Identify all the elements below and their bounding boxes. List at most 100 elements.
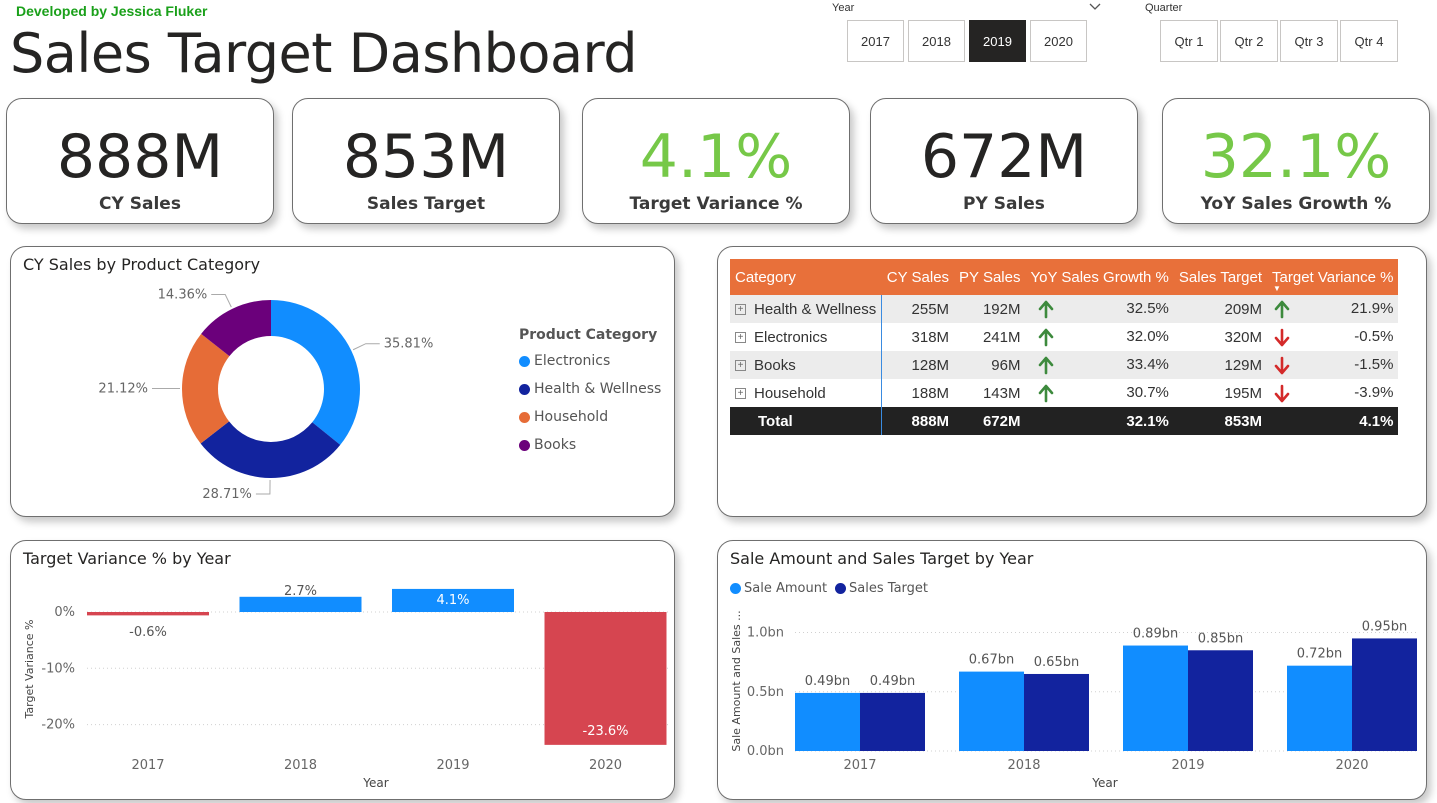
sales-target-legend: Sale Amount Sales Target	[730, 581, 928, 596]
legend-item-household[interactable]: Household	[519, 403, 661, 431]
kpi-label: Target Variance %	[629, 194, 803, 214]
kpi-card-yoy-growth: 32.1% YoY Sales Growth %	[1162, 98, 1430, 224]
bar-sale-amount-2017[interactable]	[795, 692, 860, 751]
donut-slice-books[interactable]	[201, 300, 271, 357]
table-row[interactable]: + Electronics 318M 241M 32.0% 320M -0.5%	[730, 323, 1398, 351]
category-label: Electronics	[754, 328, 828, 346]
expand-icon[interactable]: +	[735, 388, 746, 400]
category-label: Books	[754, 356, 796, 374]
year-2019-button[interactable]: 2019	[969, 20, 1026, 62]
sales-target-panel: Sale Amount and Sales Target by Year Sal…	[717, 540, 1427, 800]
table-row[interactable]: + Health & Wellness 255M 192M 32.5% 209M 21.9%	[730, 295, 1399, 323]
quarter-4-button[interactable]: Qtr 4	[1340, 20, 1398, 62]
leader-line	[255, 479, 271, 495]
legend-item-health-wellness[interactable]: Health & Wellness	[519, 375, 661, 403]
legend-label: Household	[534, 409, 609, 425]
yoy-value: 30.7%	[1126, 383, 1169, 401]
col-header-py-sales[interactable]: PY Sales	[954, 259, 1026, 295]
bar-sale-amount-2018[interactable]	[959, 671, 1024, 751]
bar-sales-target-2019[interactable]	[1188, 650, 1253, 751]
data-label: 0.65bn	[1034, 655, 1079, 670]
legend-item-electronics[interactable]: Electronics	[519, 347, 661, 375]
col-header-target-variance[interactable]: Target Variance % ▼	[1267, 259, 1399, 295]
year-2020-button[interactable]: 2020	[1030, 20, 1087, 62]
donut-slice-household[interactable]	[182, 333, 230, 444]
x-tick-label: 2018	[1007, 758, 1040, 773]
table-row[interactable]: + Books 128M 96M 33.4% 129M -1.5%	[730, 351, 1399, 379]
donut-slice-health-wellness[interactable]	[200, 421, 341, 478]
data-label: 14.36%	[158, 288, 208, 303]
legend-dot	[519, 383, 530, 395]
arrow-down-icon	[1274, 328, 1290, 347]
donut-slice-electronics[interactable]	[271, 300, 360, 445]
cell-category: + Health & Wellness	[730, 295, 883, 323]
bar-sale-amount-2019[interactable]	[1123, 645, 1188, 751]
bar-sales-target-2018[interactable]	[1024, 673, 1089, 751]
quarter-2-button[interactable]: Qtr 2	[1220, 20, 1278, 62]
data-label: -0.6%	[129, 625, 167, 640]
donut-chart: 35.81% 28.71% 21.12% 14.36%	[98, 288, 434, 502]
x-tick-label: 2017	[131, 758, 164, 773]
legend-item-sale-amount[interactable]: Sale Amount	[730, 581, 827, 596]
data-label: 0.89bn	[1133, 627, 1178, 642]
cell-py-sales: 192M	[954, 295, 1026, 323]
quarter-3-button[interactable]: Qtr 3	[1280, 20, 1338, 62]
cell-target-variance: -0.5%	[1267, 323, 1398, 351]
year-2017-button[interactable]: 2017	[847, 20, 904, 62]
kpi-label: PY Sales	[963, 194, 1045, 214]
cell-cy-sales: 188M	[911, 384, 950, 402]
arrow-down-icon	[1274, 384, 1290, 403]
cell-target-variance: 21.9%	[1267, 295, 1399, 323]
year-2018-button[interactable]: 2018	[908, 20, 965, 62]
col-header-yoy-growth[interactable]: YoY Sales Growth %	[1025, 259, 1174, 295]
col-header-sales-target[interactable]: Sales Target	[1173, 259, 1268, 295]
table-row[interactable]: + Household 188M 143M 30.7% 195M -3.9%	[730, 379, 1398, 407]
legend-label: Electronics	[534, 353, 611, 369]
cell-yoy-growth: 32.5%	[1025, 295, 1174, 323]
bar-2019[interactable]	[392, 588, 514, 612]
tv-value: 21.9%	[1350, 299, 1394, 317]
cell-target-variance: -1.5%	[1267, 351, 1399, 379]
expand-icon[interactable]: +	[735, 332, 746, 344]
x-axis-label: Year	[1091, 776, 1117, 790]
chevron-down-icon[interactable]	[1088, 0, 1102, 15]
data-label: 21.12%	[98, 381, 148, 396]
kpi-value: 672M	[920, 122, 1088, 192]
col-header-label: Target Variance %	[1272, 268, 1394, 286]
data-label: 0.85bn	[1198, 631, 1243, 646]
bar-2018[interactable]	[239, 596, 362, 612]
quarter-1-button[interactable]: Qtr 1	[1160, 20, 1218, 62]
bar-2020[interactable]	[544, 612, 667, 745]
bar-sales-target-2020[interactable]	[1352, 638, 1417, 751]
expand-icon[interactable]: +	[735, 304, 746, 316]
cell-category: + Books	[730, 351, 883, 379]
expand-icon[interactable]: +	[735, 360, 746, 372]
tv-value: -0.5%	[1354, 327, 1394, 345]
leader-line	[211, 294, 232, 308]
arrow-up-icon	[1038, 328, 1054, 347]
total-row: Total 888M 672M 32.1% 853M 4.1%	[730, 407, 1399, 435]
cell-cy-sales: 318M	[911, 328, 950, 346]
kpi-card-target-variance: 4.1% Target Variance %	[582, 98, 850, 224]
target-variance-chart: 0% -10% -20% Target Variance % -0.6% 2017 2.7%…	[23, 584, 671, 790]
target-variance-title: Target Variance % by Year	[23, 549, 231, 568]
data-label: 35.81%	[384, 337, 434, 352]
sales-target-title: Sale Amount and Sales Target by Year	[730, 549, 1034, 568]
y-tick-label: 1.0bn	[747, 626, 784, 641]
bar-2017[interactable]	[87, 612, 209, 616]
category-label: Health & Wellness	[754, 300, 877, 318]
x-tick-label: 2017	[843, 758, 876, 773]
data-label: 28.71%	[202, 487, 252, 502]
bar-sales-target-2017[interactable]	[860, 692, 925, 751]
col-header-cy-sales[interactable]: CY Sales	[881, 259, 955, 295]
legend-item-books[interactable]: Books	[519, 431, 661, 459]
legend-item-sales-target[interactable]: Sales Target	[835, 581, 928, 596]
data-label: 0.49bn	[805, 674, 850, 689]
bar-sale-amount-2020[interactable]	[1287, 665, 1352, 751]
cell-yoy-growth: 32.0%	[1025, 323, 1173, 351]
cell-total-label: Total	[730, 407, 883, 435]
kpi-label: CY Sales	[99, 194, 181, 214]
kpi-value: 4.1%	[639, 122, 793, 192]
data-label: 0.95bn	[1362, 619, 1407, 634]
col-header-category[interactable]: Category	[730, 259, 882, 295]
